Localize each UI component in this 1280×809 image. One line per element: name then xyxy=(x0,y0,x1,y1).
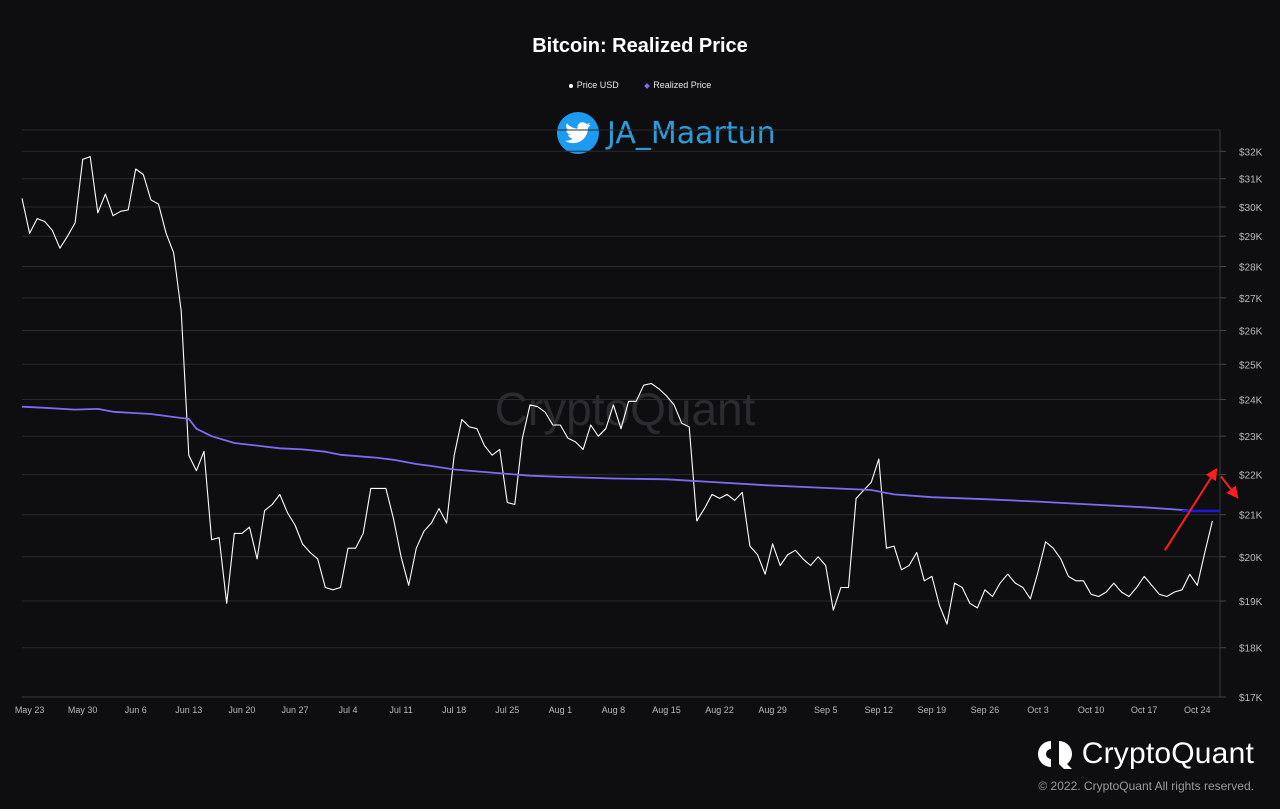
y-tick-label: $23K xyxy=(1239,432,1263,443)
y-tick-label: $20K xyxy=(1239,553,1263,564)
y-tick-label: $21K xyxy=(1239,511,1263,522)
y-tick-label: $25K xyxy=(1239,360,1263,371)
y-tick-label: $30K xyxy=(1239,203,1263,214)
x-tick-label: Oct 10 xyxy=(1078,705,1105,715)
y-tick-label: $18K xyxy=(1239,644,1263,655)
cryptoquant-logo-icon xyxy=(1037,741,1072,769)
x-tick-label: Jul 18 xyxy=(442,705,466,715)
x-tick-label: Jun 6 xyxy=(125,705,147,715)
series-line-price-usd xyxy=(21,156,1213,625)
y-tick-label: $29K xyxy=(1239,232,1263,243)
x-tick-label: Jul 11 xyxy=(389,705,412,715)
annotation-arrow-down xyxy=(1220,475,1239,499)
x-tick-label: Jul 25 xyxy=(495,705,519,715)
legend-marker-price-usd xyxy=(568,83,573,88)
x-tick-label: May 23 xyxy=(15,705,45,715)
chart-legend: Price USD Realized Price xyxy=(0,80,1280,90)
x-tick-label: Aug 29 xyxy=(758,705,787,715)
y-tick-label: $22K xyxy=(1239,471,1263,482)
y-tick-label: $32K xyxy=(1239,147,1263,158)
chart-title: Bitcoin: Realized Price xyxy=(532,35,748,57)
series-line-realized-price xyxy=(21,405,1220,512)
x-tick-label: Sep 5 xyxy=(814,705,838,715)
x-tick-label: Sep 19 xyxy=(918,705,947,715)
x-tick-label: Jun 27 xyxy=(281,705,308,715)
y-tick-label: $26K xyxy=(1239,326,1263,337)
y-tick-label: $31K xyxy=(1239,175,1263,186)
brand: CryptoQuant xyxy=(1036,737,1254,771)
x-tick-label: Aug 22 xyxy=(705,705,734,715)
legend-label-realized-price: Realized Price xyxy=(653,80,712,90)
x-tick-label: Sep 26 xyxy=(971,705,1000,715)
x-tick-label: Sep 12 xyxy=(865,705,894,715)
y-tick-label: $28K xyxy=(1239,263,1263,274)
x-tick-label: Aug 1 xyxy=(549,705,573,715)
y-tick-label: $27K xyxy=(1239,294,1263,305)
legend-item-realized-price[interactable]: Realized Price xyxy=(644,80,712,90)
y-tick-label: $17K xyxy=(1239,693,1263,704)
twitter-handle: JA_Maartun xyxy=(557,112,776,154)
twitter-handle-text: JA_Maartun xyxy=(607,115,776,151)
copyright-text: © 2022. CryptoQuant All rights reserved. xyxy=(1038,779,1254,793)
x-tick-label: Oct 3 xyxy=(1027,705,1049,715)
annotation-arrow-up xyxy=(1164,467,1218,551)
brand-name: CryptoQuant xyxy=(1081,737,1254,770)
legend-item-price-usd[interactable]: Price USD xyxy=(568,80,619,90)
legend-label-price-usd: Price USD xyxy=(576,80,619,90)
x-tick-label: Aug 15 xyxy=(652,705,681,715)
y-tick-label: $19K xyxy=(1239,597,1263,608)
twitter-bird-icon xyxy=(557,112,599,154)
x-tick-label: May 30 xyxy=(68,705,98,715)
y-tick-label: $24K xyxy=(1239,395,1263,406)
x-tick-label: Jun 13 xyxy=(175,705,202,715)
x-tick-label: Oct 24 xyxy=(1184,705,1211,715)
x-tick-label: Jul 4 xyxy=(339,705,358,715)
x-tick-label: Oct 17 xyxy=(1131,705,1158,715)
x-tick-label: Aug 8 xyxy=(602,705,626,715)
x-tick-label: Jun 20 xyxy=(228,705,255,715)
chart-watermark: CryptoQuant xyxy=(495,383,756,435)
